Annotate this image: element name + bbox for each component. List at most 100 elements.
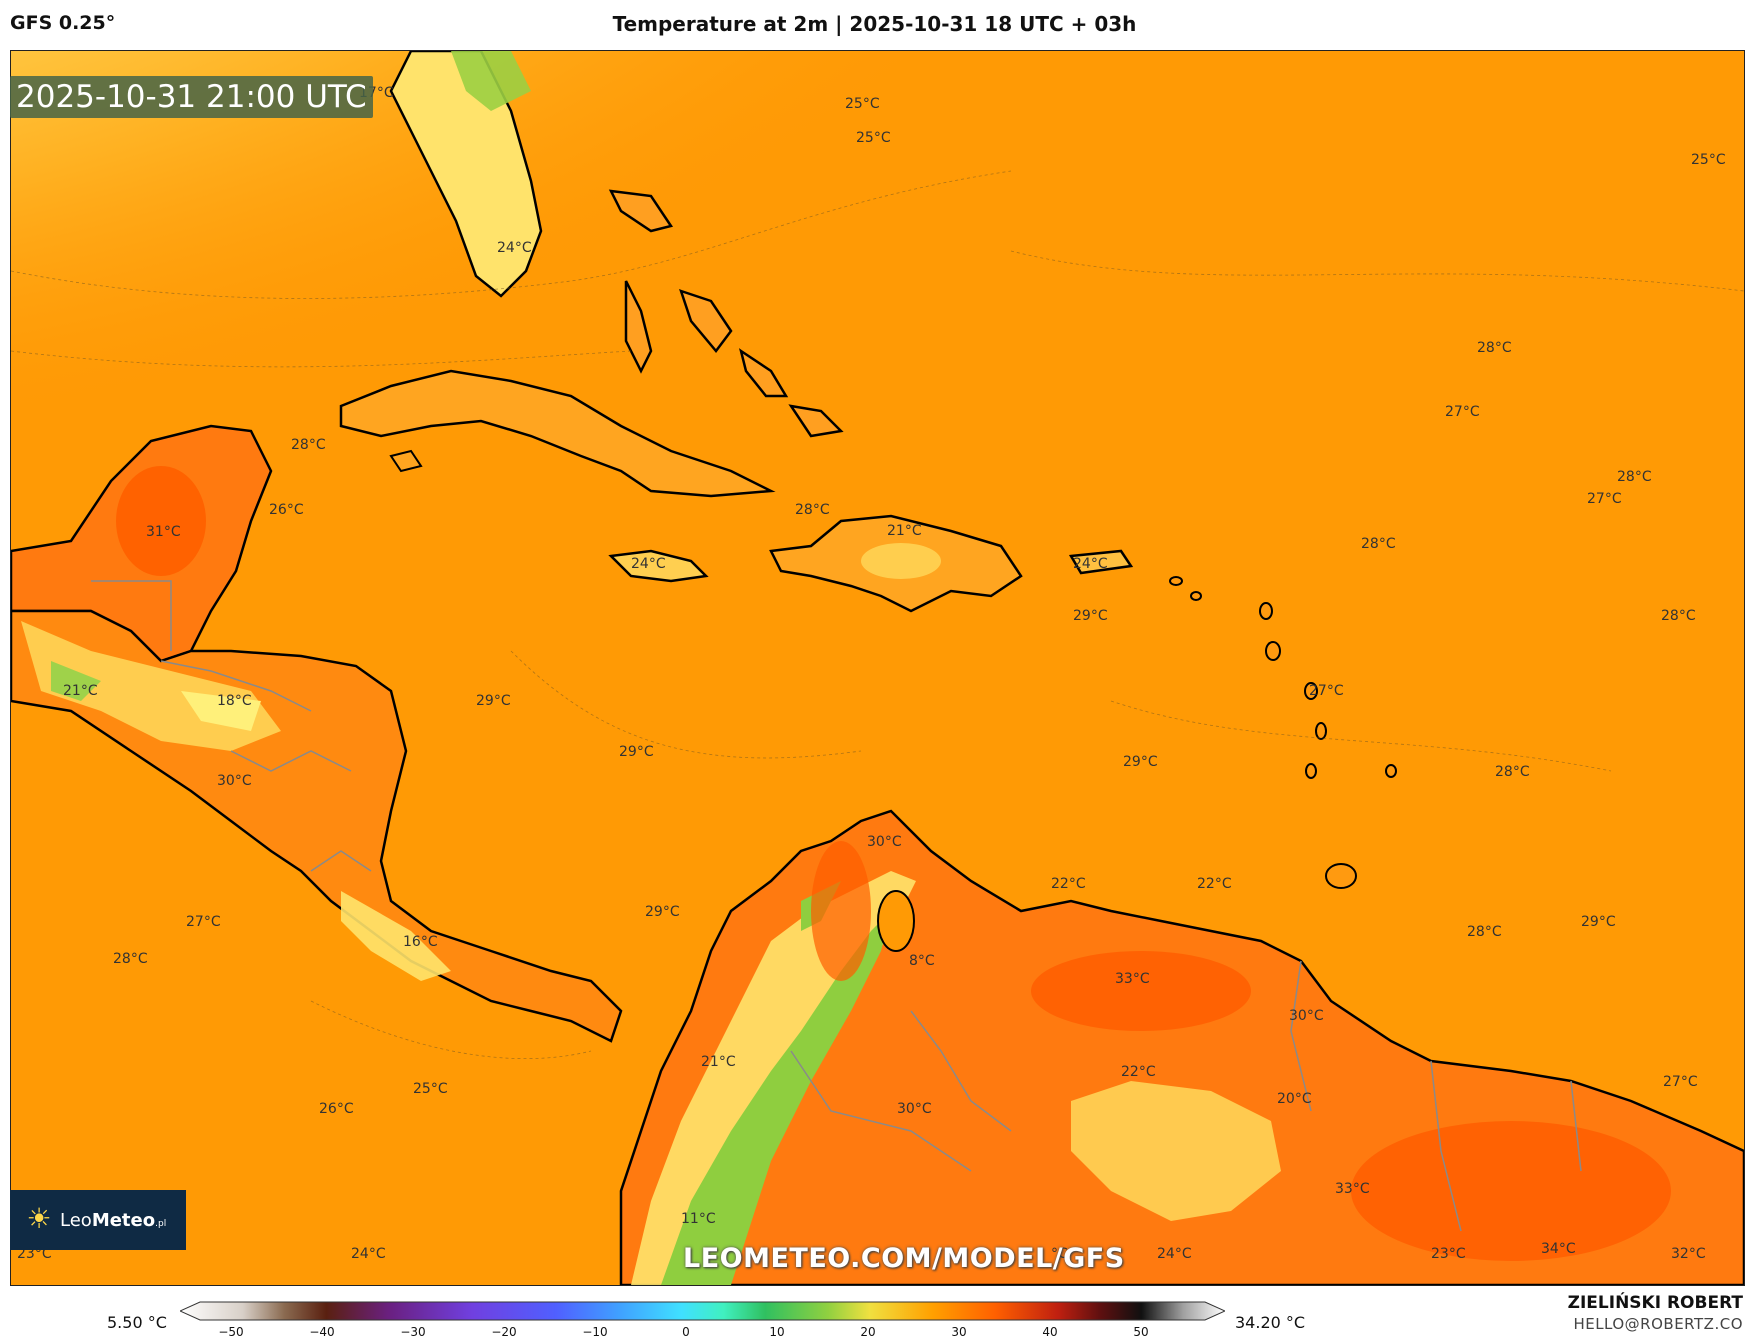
hispaniola-highland xyxy=(861,543,941,579)
florida xyxy=(389,51,543,298)
temp-label: 30°C xyxy=(217,773,252,789)
model-name: GFS 0.25° xyxy=(10,12,116,34)
temp-label: 28°C xyxy=(1495,764,1530,780)
temp-label: 20°C xyxy=(1277,1091,1312,1107)
temp-label: 27°C xyxy=(1663,1074,1698,1090)
temp-label: 27°C xyxy=(1309,683,1344,699)
temp-label: 28°C xyxy=(795,502,830,518)
logo-text: LeoMeteo.pl xyxy=(60,1210,166,1231)
temp-label: 28°C xyxy=(1361,536,1396,552)
temp-label: 24°C xyxy=(497,240,532,256)
temp-label: 27°C xyxy=(1587,491,1622,507)
logo-suffix: .pl xyxy=(155,1219,167,1229)
temp-label: 28°C xyxy=(1617,469,1652,485)
colorbar-tick: 40 xyxy=(1042,1325,1058,1339)
colorbar-tick: −50 xyxy=(218,1325,244,1339)
magdalena-hot xyxy=(811,841,871,981)
costa-rica-highland xyxy=(341,891,451,981)
leometeo-logo[interactable]: ☀ LeoMeteo.pl xyxy=(10,1190,186,1250)
temp-label: 34°C xyxy=(1541,1241,1576,1257)
temp-label: 28°C xyxy=(1661,608,1696,624)
temp-label: 21°C xyxy=(63,683,98,699)
temp-label: 24°C xyxy=(351,1246,386,1262)
temp-label: 29°C xyxy=(476,693,511,709)
temperature-map[interactable]: 17°C 25°C 25°C 25°C 24°C 28°C 27°C 28°C … xyxy=(10,50,1745,1286)
valid-time-badge: 2025-10-31 21:00 UTC xyxy=(10,76,373,118)
temp-label: 8°C xyxy=(909,953,935,969)
temp-label: 24°C xyxy=(1157,1246,1192,1262)
map-canvas xyxy=(11,51,1744,1285)
temp-label: 30°C xyxy=(897,1101,932,1117)
temp-label: 28°C xyxy=(113,951,148,967)
temp-label: 29°C xyxy=(1123,754,1158,770)
temp-label: 28°C xyxy=(1467,924,1502,940)
colorbar-tick: −20 xyxy=(491,1325,517,1339)
temp-label: 33°C xyxy=(1335,1181,1370,1197)
temp-label: 24°C xyxy=(1073,556,1108,572)
temp-label: 28°C xyxy=(1477,340,1512,356)
isla-juventud xyxy=(389,449,423,473)
temp-label: 22°C xyxy=(1121,1064,1156,1080)
colorbar-tick: −40 xyxy=(309,1325,335,1339)
temp-label: 23°C xyxy=(17,1246,52,1262)
legend-min-value: 5.50 °C xyxy=(107,1313,167,1332)
florida-north-cool xyxy=(451,51,531,111)
legend-max-value: 34.20 °C xyxy=(1235,1313,1306,1332)
temp-label: 22°C xyxy=(1197,876,1232,892)
honduras-cool xyxy=(181,691,261,731)
temp-label: 26°C xyxy=(269,502,304,518)
logo-bold: Meteo xyxy=(91,1210,156,1231)
colorbar-tick: 10 xyxy=(769,1325,785,1339)
temp-label: 25°C xyxy=(845,96,880,112)
bahamas xyxy=(608,189,844,438)
temp-label: 27°C xyxy=(1445,404,1480,420)
colorbar-tick: −10 xyxy=(582,1325,608,1339)
temp-label: 29°C xyxy=(645,904,680,920)
temp-label: 30°C xyxy=(1289,1008,1324,1024)
colorbar-tick: 0 xyxy=(682,1325,690,1339)
colorbar-tick: 50 xyxy=(1133,1325,1149,1339)
temp-label: 29°C xyxy=(619,744,654,760)
temp-label: 11°C xyxy=(681,1211,716,1227)
isotherms xyxy=(11,170,1744,1060)
temp-label: 27°C xyxy=(186,914,221,930)
author-email[interactable]: HELLO@ROBERTZ.CO xyxy=(1573,1315,1743,1333)
highland-green-1 xyxy=(51,661,101,701)
jamaica xyxy=(608,549,709,583)
temp-label: 29°C xyxy=(1581,914,1616,930)
author-name: ZIELIŃSKI ROBERT xyxy=(1567,1293,1743,1313)
cuba xyxy=(339,369,776,498)
temp-label: 28°C xyxy=(291,437,326,453)
temp-label: °C xyxy=(1051,1246,1068,1262)
colorbar-tick: 30 xyxy=(951,1325,967,1339)
temp-label: 25°C xyxy=(856,130,891,146)
guiana-highlands xyxy=(1071,1081,1281,1221)
colorbar-scale xyxy=(180,1301,1225,1321)
lake-maracaibo xyxy=(877,890,915,952)
colorbar-tick: 20 xyxy=(860,1325,876,1339)
temp-label: 31°C xyxy=(146,524,181,540)
temp-label: 29°C xyxy=(1073,608,1108,624)
guyana-hot xyxy=(1351,1121,1671,1261)
temp-label: 23°C xyxy=(1431,1246,1466,1262)
temp-label: 30°C xyxy=(867,834,902,850)
temp-label: 22°C xyxy=(1051,876,1086,892)
temp-label: 32°C xyxy=(1671,1246,1706,1262)
chart-title: Temperature at 2m | 2025-10-31 18 UTC + … xyxy=(612,12,1137,36)
watermark-url: LEOMETEO.COM/MODEL/GFS xyxy=(683,1243,1125,1274)
lesser-antilles xyxy=(1169,576,1397,889)
sun-icon: ☀ xyxy=(26,1202,52,1235)
cool-gradient-north xyxy=(11,51,1241,501)
temp-label: 21°C xyxy=(887,523,922,539)
colorbar-tick: −30 xyxy=(400,1325,426,1339)
temp-label: 16°C xyxy=(403,934,438,950)
temp-label: 25°C xyxy=(413,1081,448,1097)
temp-label: 33°C xyxy=(1115,971,1150,987)
yucatan-hot xyxy=(116,466,206,576)
temp-label: 18°C xyxy=(217,693,252,709)
borders xyxy=(91,580,1582,1232)
temp-label: 24°C xyxy=(631,556,666,572)
andes-green xyxy=(661,911,891,1285)
colorbar xyxy=(180,1301,1225,1321)
temp-label: 26°C xyxy=(319,1101,354,1117)
